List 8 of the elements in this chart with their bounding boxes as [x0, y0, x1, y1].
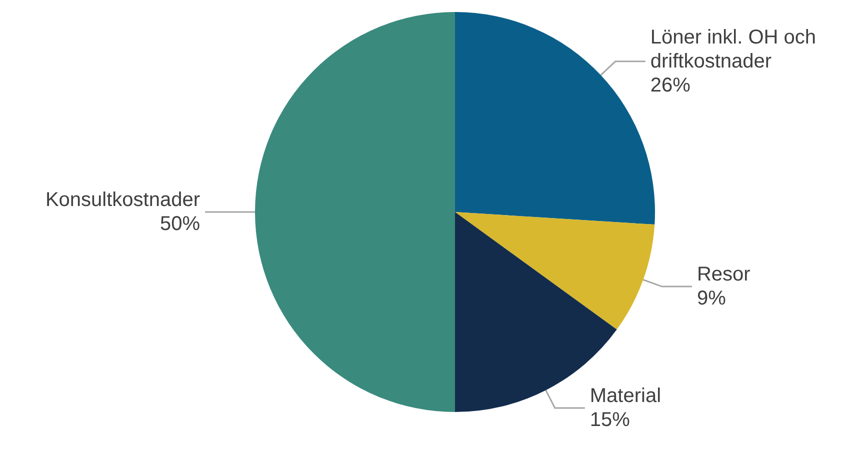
data-label: 15%: [590, 409, 630, 432]
slice-label: Material: [590, 385, 662, 408]
slice-label: Löner inkl. OH och driftkostnader: [650, 26, 822, 72]
slice-label: Resor: [696, 264, 751, 286]
data-label: 50%: [160, 213, 200, 235]
data-label: 26%: [650, 74, 691, 96]
slice-label: Konsultkostnader: [45, 189, 200, 211]
data-label: 9%: [696, 288, 726, 310]
